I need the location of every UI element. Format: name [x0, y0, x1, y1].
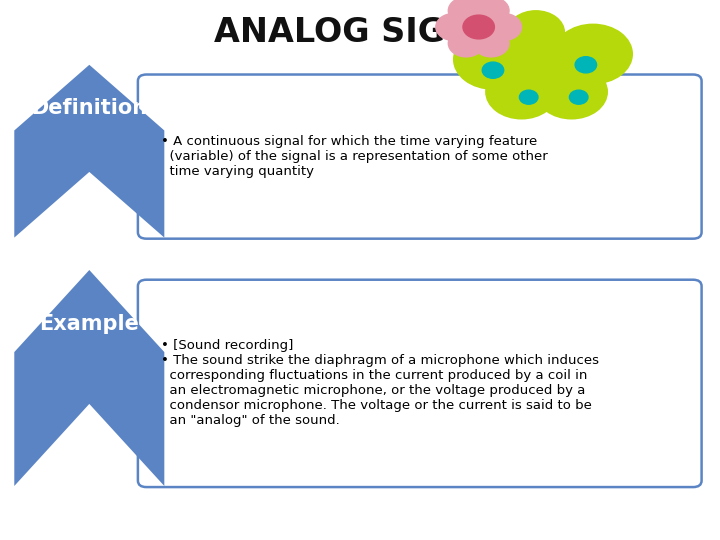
- FancyBboxPatch shape: [138, 75, 701, 239]
- Circle shape: [508, 11, 564, 54]
- Text: Definition: Definition: [31, 98, 148, 118]
- Circle shape: [436, 14, 472, 40]
- Circle shape: [554, 24, 632, 84]
- Text: Example: Example: [40, 314, 139, 334]
- Polygon shape: [14, 65, 164, 238]
- Text: • [Sound recording]
• The sound strike the diaphragm of a microphone which induc: • [Sound recording] • The sound strike t…: [161, 340, 599, 427]
- Circle shape: [473, 30, 509, 57]
- Text: • A continuous signal for which the time varying feature
  (variable) of the sig: • A continuous signal for which the time…: [161, 135, 547, 178]
- Circle shape: [463, 15, 495, 39]
- Circle shape: [497, 30, 590, 100]
- Circle shape: [473, 0, 509, 24]
- Circle shape: [454, 30, 532, 89]
- Circle shape: [486, 65, 557, 119]
- Circle shape: [449, 30, 484, 57]
- Circle shape: [575, 57, 597, 73]
- Text: ANALOG SIGNAL: ANALOG SIGNAL: [215, 16, 521, 49]
- FancyBboxPatch shape: [138, 280, 701, 487]
- Circle shape: [486, 14, 521, 40]
- Circle shape: [536, 65, 607, 119]
- Circle shape: [482, 62, 504, 78]
- Circle shape: [570, 90, 588, 104]
- Circle shape: [519, 90, 538, 104]
- Polygon shape: [14, 270, 164, 486]
- Circle shape: [449, 0, 484, 24]
